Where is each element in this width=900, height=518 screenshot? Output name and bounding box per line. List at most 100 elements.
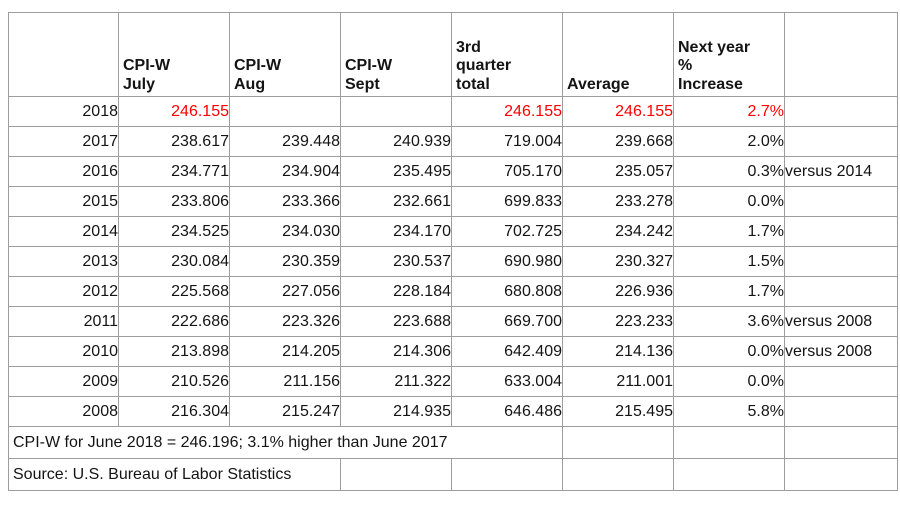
value-cell: 633.004 xyxy=(451,366,563,397)
year-cell: 2012 xyxy=(8,276,119,307)
header-cpiw-aug: CPI-W Aug xyxy=(229,12,341,97)
year-cell: 2016 xyxy=(8,156,119,187)
value-cell: 246.155 xyxy=(562,96,674,127)
value-cell: 246.155 xyxy=(118,96,230,127)
value-cell: 646.486 xyxy=(451,396,563,427)
value-cell: 680.808 xyxy=(451,276,563,307)
empty-cell xyxy=(562,426,674,459)
table-row: 2009 210.526 211.156 211.322 633.004 211.001 0… xyxy=(8,366,898,397)
note-cell: versus 2008 xyxy=(784,336,898,367)
empty-cell xyxy=(673,426,785,459)
value-cell: 234.525 xyxy=(118,216,230,247)
value-cell: 214.136 xyxy=(562,336,674,367)
value-cell: 230.359 xyxy=(229,246,341,277)
value-cell: 239.448 xyxy=(229,126,341,157)
value-cell: 719.004 xyxy=(451,126,563,157)
note-cell xyxy=(784,396,898,427)
table-body: 2018 246.155 246.155 246.155 2.7% 2017 238.617… xyxy=(8,96,898,427)
cpi-table: CPI-W July CPI-W Aug CPI-W Sept 3rd quar… xyxy=(8,12,898,491)
empty-cell xyxy=(340,458,452,491)
value-cell: 211.156 xyxy=(229,366,341,397)
table-row: 2014 234.525 234.030 234.170 702.725 234.242 1… xyxy=(8,216,898,247)
value-cell: 3.6% xyxy=(673,306,785,337)
table-row: 2010 213.898 214.205 214.306 642.409 214.136 0… xyxy=(8,336,898,367)
value-cell: 213.898 xyxy=(118,336,230,367)
year-cell: 2014 xyxy=(8,216,119,247)
note-cell xyxy=(784,276,898,307)
year-cell: 2018 xyxy=(8,96,119,127)
value-cell: 227.056 xyxy=(229,276,341,307)
value-cell: 223.688 xyxy=(340,306,452,337)
value-cell: 705.170 xyxy=(451,156,563,187)
value-cell: 699.833 xyxy=(451,186,563,217)
value-cell: 225.568 xyxy=(118,276,230,307)
value-cell: 226.936 xyxy=(562,276,674,307)
empty-cell xyxy=(451,458,563,491)
year-cell: 2013 xyxy=(8,246,119,277)
table-row: 2016 234.771 234.904 235.495 705.170 235.057 0… xyxy=(8,156,898,187)
note-cell: versus 2008 xyxy=(784,306,898,337)
value-cell: 702.725 xyxy=(451,216,563,247)
note-cell xyxy=(784,186,898,217)
year-cell: 2009 xyxy=(8,366,119,397)
value-cell: 228.184 xyxy=(340,276,452,307)
year-cell: 2008 xyxy=(8,396,119,427)
value-cell: 216.304 xyxy=(118,396,230,427)
year-cell: 2011 xyxy=(8,306,119,337)
value-cell xyxy=(229,96,341,127)
value-cell: 240.939 xyxy=(340,126,452,157)
value-cell: 233.366 xyxy=(229,186,341,217)
value-cell: 1.7% xyxy=(673,276,785,307)
value-cell: 1.5% xyxy=(673,246,785,277)
value-cell: 2.7% xyxy=(673,96,785,127)
value-cell: 239.668 xyxy=(562,126,674,157)
value-cell: 0.0% xyxy=(673,336,785,367)
header-next-year-increase: Next year % Increase xyxy=(673,12,785,97)
table-row: 2017 238.617 239.448 240.939 719.004 239.668 2… xyxy=(8,126,898,157)
value-cell: 235.057 xyxy=(562,156,674,187)
value-cell: 230.084 xyxy=(118,246,230,277)
empty-cell xyxy=(784,458,898,491)
note-cell xyxy=(784,96,898,127)
empty-cell xyxy=(784,426,898,459)
value-cell: 234.242 xyxy=(562,216,674,247)
footnote-row-source: Source: U.S. Bureau of Labor Statistics xyxy=(8,458,898,491)
value-cell: 233.278 xyxy=(562,186,674,217)
header-row: CPI-W July CPI-W Aug CPI-W Sept 3rd quar… xyxy=(8,12,898,97)
value-cell: 235.495 xyxy=(340,156,452,187)
value-cell: 211.001 xyxy=(562,366,674,397)
table-row: 2018 246.155 246.155 246.155 2.7% xyxy=(8,96,898,127)
year-cell: 2015 xyxy=(8,186,119,217)
value-cell: 222.686 xyxy=(118,306,230,337)
value-cell: 232.661 xyxy=(340,186,452,217)
value-cell: 642.409 xyxy=(451,336,563,367)
value-cell: 2.0% xyxy=(673,126,785,157)
value-cell: 223.326 xyxy=(229,306,341,337)
year-cell: 2010 xyxy=(8,336,119,367)
value-cell: 238.617 xyxy=(118,126,230,157)
empty-cell xyxy=(673,458,785,491)
value-cell: 233.806 xyxy=(118,186,230,217)
value-cell: 234.030 xyxy=(229,216,341,247)
table-row: 2008 216.304 215.247 214.935 646.486 215.495 5… xyxy=(8,396,898,427)
value-cell: 215.495 xyxy=(562,396,674,427)
value-cell: 234.771 xyxy=(118,156,230,187)
value-cell: 669.700 xyxy=(451,306,563,337)
footnote-june-cpi: CPI-W for June 2018 = 246.196; 3.1% high… xyxy=(8,426,563,459)
footnote-source: Source: U.S. Bureau of Labor Statistics xyxy=(8,458,341,491)
note-cell xyxy=(784,366,898,397)
value-cell: 211.322 xyxy=(340,366,452,397)
header-cpiw-sept: CPI-W Sept xyxy=(340,12,452,97)
value-cell: 223.233 xyxy=(562,306,674,337)
header-3rd-quarter-total: 3rd quarter total xyxy=(451,12,563,97)
value-cell: 214.935 xyxy=(340,396,452,427)
note-cell: versus 2014 xyxy=(784,156,898,187)
note-cell xyxy=(784,126,898,157)
table-row: 2012 225.568 227.056 228.184 680.808 226.936 1… xyxy=(8,276,898,307)
table-row: 2013 230.084 230.359 230.537 690.980 230.327 1… xyxy=(8,246,898,277)
table-row: 2011 222.686 223.326 223.688 669.700 223.233 3… xyxy=(8,306,898,337)
footnote-row-june-cpi: CPI-W for June 2018 = 246.196; 3.1% high… xyxy=(8,426,898,459)
note-cell xyxy=(784,246,898,277)
value-cell: 690.980 xyxy=(451,246,563,277)
header-cpiw-july: CPI-W July xyxy=(118,12,230,97)
